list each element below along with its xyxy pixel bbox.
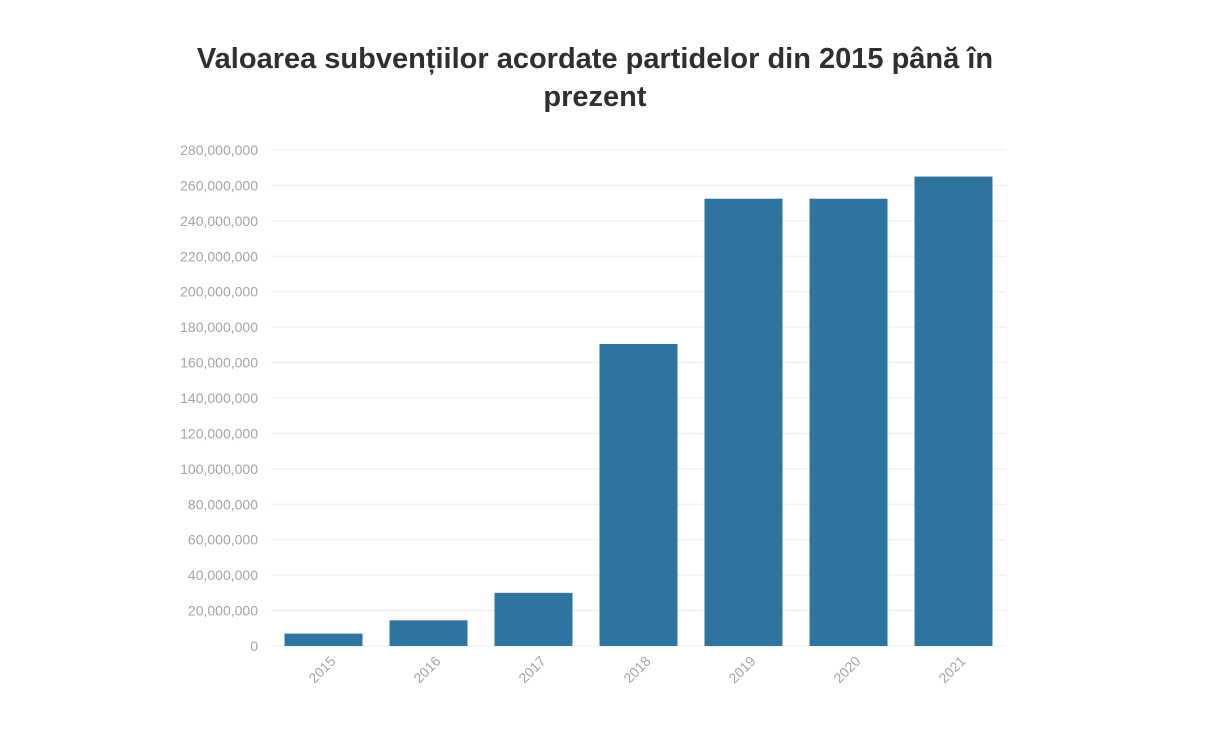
x-tick-label: 2016 <box>410 653 443 686</box>
bar-2019[interactable] <box>704 198 783 646</box>
bar-2021[interactable] <box>914 176 993 647</box>
y-tick-label: 120,000,000 <box>180 425 258 441</box>
y-tick-label: 0 <box>250 638 258 654</box>
y-tick-label: 200,000,000 <box>180 284 258 300</box>
x-tick-label: 2020 <box>830 653 863 686</box>
y-tick-label: 160,000,000 <box>180 355 258 371</box>
x-axis-ticks: 2015 2016 2017 2018 2019 2020 2021 <box>305 653 968 686</box>
y-tick-label: 40,000,000 <box>188 567 258 583</box>
x-tick-label: 2019 <box>725 653 758 686</box>
y-tick-label: 100,000,000 <box>180 461 258 477</box>
bar-2020[interactable] <box>809 198 888 646</box>
y-tick-label: 20,000,000 <box>188 603 258 619</box>
y-tick-label: 180,000,000 <box>180 319 258 335</box>
chart-title: Valoarea subvențiilor acordate partidelo… <box>196 43 994 113</box>
x-tick-label: 2015 <box>305 653 338 686</box>
y-tick-label: 240,000,000 <box>180 213 258 229</box>
y-tick-label: 280,000,000 <box>180 142 258 158</box>
y-tick-label: 260,000,000 <box>180 177 258 193</box>
bars <box>284 176 993 647</box>
bar-2018[interactable] <box>599 343 678 646</box>
x-tick-label: 2017 <box>515 653 548 686</box>
y-tick-label: 220,000,000 <box>180 248 258 264</box>
x-tick-label: 2021 <box>935 653 968 686</box>
y-tick-label: 140,000,000 <box>180 390 258 406</box>
bar-2015[interactable] <box>284 633 363 646</box>
bar-2017[interactable] <box>494 592 573 646</box>
y-tick-label: 80,000,000 <box>188 496 258 512</box>
x-tick-label: 2018 <box>620 653 653 686</box>
bar-2016[interactable] <box>389 620 468 646</box>
y-tick-label: 60,000,000 <box>188 532 258 548</box>
y-axis-ticks: 0 20,000,000 40,000,000 60,000,000 80,000,00… <box>180 142 258 654</box>
